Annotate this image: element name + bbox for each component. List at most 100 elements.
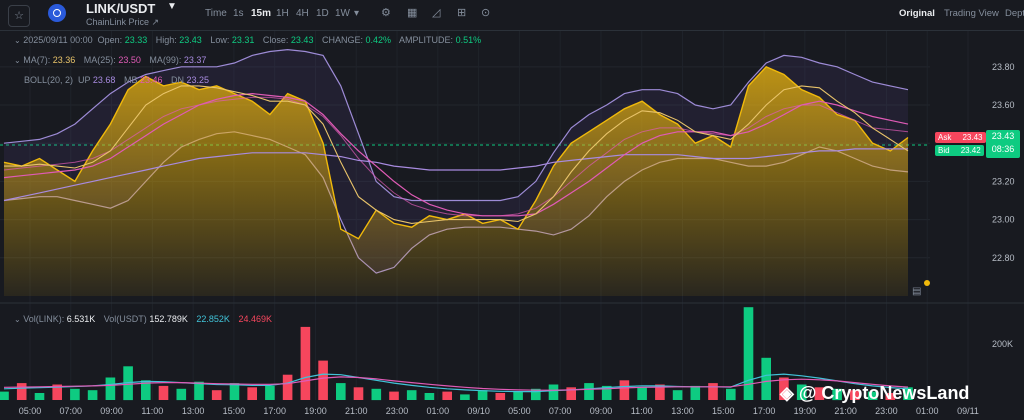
ask-tag: Ask 23.43 <box>935 132 986 143</box>
volume-bar <box>52 384 62 400</box>
time-tick-label: 13:00 <box>182 406 205 416</box>
price-tick-label: 22.80 <box>992 253 1015 263</box>
favorite-star-icon[interactable]: ☆ <box>8 5 30 27</box>
timeframe-1w[interactable]: 1W <box>335 8 350 19</box>
time-tick-label: 13:00 <box>671 406 694 416</box>
price-line <box>3 65 909 240</box>
volume-bar <box>0 391 9 400</box>
time-tick-label: 09/10 <box>467 406 490 416</box>
collapse-legend-icon[interactable]: ⌄ <box>14 36 21 45</box>
volume-tick-label: 200K <box>992 339 1013 349</box>
volume-bar <box>867 391 878 400</box>
legend-boll-up: 23.68 <box>92 75 116 85</box>
volume-bar <box>761 357 771 400</box>
ma7-line <box>4 85 909 224</box>
order-book-icon[interactable]: ▤ <box>912 286 922 297</box>
top-toolbar: ☆ LINK/USDT ▼ ChainLink Price ↗ Time 1s … <box>0 0 1024 30</box>
volume-bar <box>460 394 470 400</box>
time-tick-label: 07:00 <box>549 406 572 416</box>
legend-close: 23.43 <box>290 35 314 45</box>
time-tick-label: 07:00 <box>60 406 83 416</box>
price-tick-label: 23.60 <box>992 100 1015 110</box>
legend-amplitude: 0.51% <box>455 35 482 45</box>
timeframe-4h[interactable]: 4H <box>296 8 309 19</box>
volume-bar <box>850 390 860 400</box>
volume-ma2-line <box>3 376 909 391</box>
time-tick-label: 11:00 <box>141 406 163 416</box>
legend-vol-ma2: 24.469K <box>238 314 272 324</box>
calendar-icon[interactable]: ▦ <box>407 7 418 19</box>
moving-averages <box>3 85 909 224</box>
volume-bar <box>655 384 665 400</box>
legend-low: 23.31 <box>231 35 255 45</box>
layout-grid-icon[interactable]: ⊞ <box>457 7 467 19</box>
bollinger-mid-line <box>3 96 909 217</box>
time-tick-label: 17:00 <box>263 406 286 416</box>
collapse-ma-icon[interactable]: ⌄ <box>14 56 21 65</box>
more-timeframes-icon[interactable]: ▾ <box>354 8 360 19</box>
pair-dropdown-icon[interactable]: ▼ <box>167 1 177 12</box>
view-tradingview-tab[interactable]: Trading View <box>944 8 999 19</box>
price-tick-label: 23.80 <box>992 62 1015 72</box>
volume-bar <box>779 377 789 400</box>
volume-bar <box>353 387 364 400</box>
time-tick-label: 01:00 <box>916 406 939 416</box>
volume-bar <box>690 385 701 400</box>
candle-countdown: 08:36 <box>991 144 1015 154</box>
volume-bar <box>743 307 754 400</box>
view-depth-tab[interactable]: Depth <box>1005 8 1024 19</box>
bollinger-upper-line <box>3 48 909 202</box>
notification-dot <box>924 280 930 286</box>
price-tick-label: 23.20 <box>992 176 1015 186</box>
axes: 23.8023.6023.4023.2023.0022.8005:0007:00… <box>19 62 1015 416</box>
volume-bar <box>885 393 896 400</box>
volume-bar <box>601 385 612 400</box>
volume-bar <box>566 387 576 400</box>
timeframe-1h[interactable]: 1H <box>276 8 289 19</box>
bid-tag: Bid 23.42 <box>935 145 984 156</box>
replay-icon[interactable]: ⊙ <box>481 7 491 19</box>
legend-date: 2025/09/11 00:00 <box>23 35 93 45</box>
volume-bar <box>87 390 98 400</box>
volume-bar <box>158 385 169 400</box>
volume-bar <box>513 391 523 400</box>
indicator-settings-icon[interactable]: ⚙ <box>381 7 391 19</box>
legend-vol-usdt: 152.789K <box>149 314 188 324</box>
time-tick-label: 17:00 <box>753 406 776 416</box>
volume-bar <box>832 388 842 401</box>
volume-bar <box>141 380 151 400</box>
volume-bar <box>637 387 647 400</box>
volume-bar <box>477 390 488 400</box>
legend-ma99: 23.37 <box>183 55 207 65</box>
timeframe-15m[interactable]: 15m <box>251 8 272 19</box>
volume-bar <box>211 390 222 400</box>
chart-type-icon[interactable]: ◿ <box>432 7 441 19</box>
timeframe-time[interactable]: Time <box>205 8 227 19</box>
timeframe-1s[interactable]: 1s <box>233 8 244 19</box>
volume-bar <box>796 384 807 400</box>
legend-ma25: 23.50 <box>118 55 141 65</box>
volume-bar <box>282 374 293 400</box>
volume-bar <box>903 387 913 400</box>
pair-subtitle[interactable]: ChainLink Price ↗ <box>86 17 160 27</box>
ma-legend: ⌄ MA(7): 23.36 MA(25): 23.50 MA(99): 23.… <box>14 55 207 65</box>
legend-boll-mb: 23.46 <box>139 75 163 85</box>
time-tick-label: 01:00 <box>427 406 450 416</box>
timeframe-1d[interactable]: 1D <box>316 8 329 19</box>
volume-bar <box>105 377 116 400</box>
volume-bar <box>194 381 204 400</box>
last-price: 23.43 <box>991 131 1015 141</box>
time-tick-label: 11:00 <box>631 406 653 416</box>
time-tick-label: 09/11 <box>957 406 979 416</box>
legend-change: 0.42% <box>365 35 392 45</box>
pair-title[interactable]: LINK/USDT <box>86 1 156 16</box>
watermark-logo-icon: ◈ <box>780 383 794 403</box>
ma25-line <box>3 92 909 217</box>
price-tick-label: 23.00 <box>992 215 1015 225</box>
last-price-tag: 23.43 08:36 <box>986 130 1020 158</box>
legend-ma7: 23.36 <box>52 55 76 65</box>
view-original-tab[interactable]: Original <box>899 8 935 19</box>
volume-bar <box>300 326 311 400</box>
collapse-volume-icon[interactable]: ⌄ <box>14 315 21 324</box>
